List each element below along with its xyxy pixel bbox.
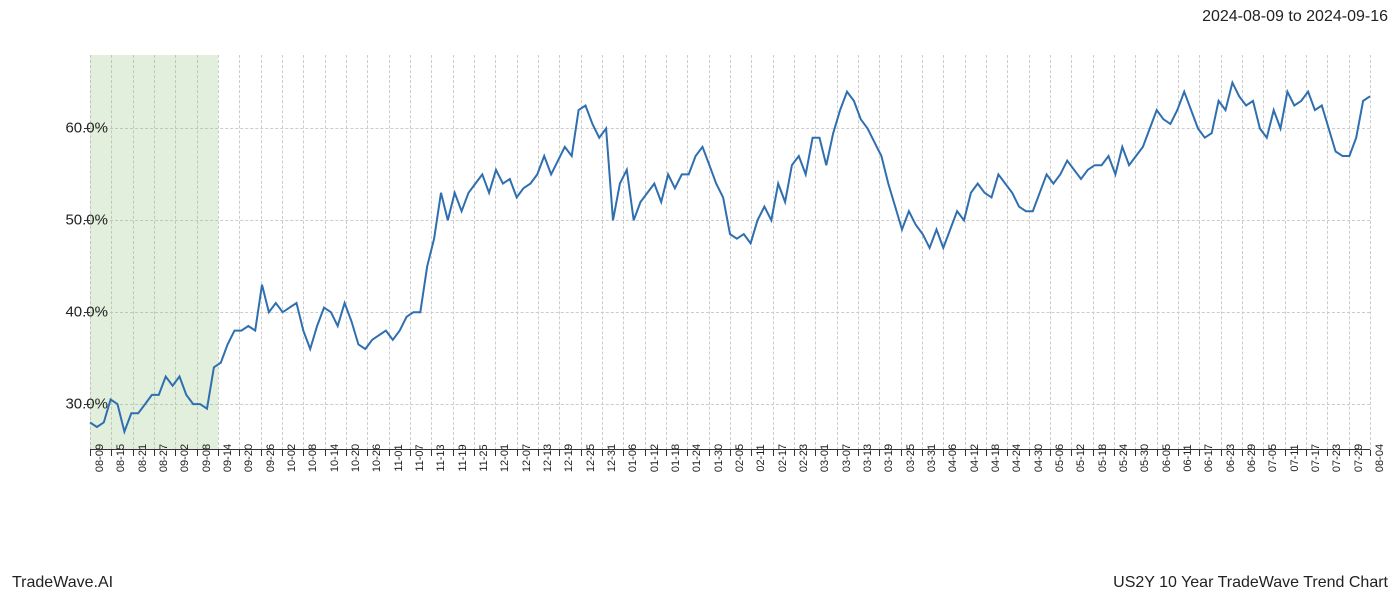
x-tick-label: 03-19 [883, 444, 895, 472]
x-tick-label: 07-17 [1310, 444, 1322, 472]
y-tick-label: 50.0% [48, 212, 108, 229]
x-tick-label: 08-04 [1374, 444, 1386, 472]
x-tick-label: 05-24 [1118, 444, 1130, 472]
x-tick-label: 07-11 [1289, 444, 1301, 471]
x-tick-label: 09-26 [265, 444, 277, 472]
x-tick-label: 06-05 [1161, 444, 1173, 472]
x-tick-label: 10-14 [329, 444, 341, 472]
x-tick-label: 08-27 [158, 444, 170, 472]
x-tick-label: 03-07 [841, 444, 853, 472]
x-tick-label: 08-21 [137, 444, 149, 472]
x-tick-label: 05-18 [1097, 444, 1109, 472]
x-tick-label: 11-07 [414, 444, 426, 471]
x-tick-label: 11-01 [393, 444, 405, 471]
x-tick-label: 12-07 [521, 444, 533, 472]
x-tick-label: 01-18 [670, 444, 682, 472]
x-tick-label: 12-25 [585, 444, 597, 472]
x-tick-label: 04-18 [990, 444, 1002, 472]
x-tick-label: 02-05 [734, 444, 746, 472]
x-tick-label: 08-09 [94, 444, 106, 472]
y-tick-label: 60.0% [48, 120, 108, 137]
x-tick-label: 03-13 [862, 444, 874, 472]
x-tick-label: 10-20 [350, 444, 362, 472]
x-tick-label: 04-24 [1011, 444, 1023, 472]
x-tick-label: 04-06 [947, 444, 959, 472]
x-tick-label: 01-12 [649, 444, 661, 472]
x-tick-label: 06-23 [1225, 444, 1237, 472]
y-tick-label: 30.0% [48, 396, 108, 413]
x-tick-label: 01-06 [627, 444, 639, 472]
x-tick-label: 10-02 [286, 444, 298, 472]
line-series [90, 55, 1370, 450]
x-tick-label: 11-13 [435, 444, 447, 471]
x-tick-label: 03-31 [926, 444, 938, 472]
x-tick-label: 01-30 [713, 444, 725, 472]
x-tick-label: 08-15 [115, 444, 127, 472]
x-tick-label: 09-02 [179, 444, 191, 472]
date-range-label: 2024-08-09 to 2024-09-16 [1202, 8, 1388, 26]
x-tick-label: 10-08 [307, 444, 319, 472]
x-tick-label: 07-29 [1353, 444, 1365, 472]
x-tick-label: 12-01 [499, 444, 511, 472]
x-tick-label: 02-23 [798, 444, 810, 472]
x-tick-label: 05-12 [1075, 444, 1087, 472]
x-tick-label: 10-26 [371, 444, 383, 472]
x-tick-label: 12-19 [563, 444, 575, 472]
x-tick-label: 03-01 [819, 444, 831, 472]
y-tick-label: 40.0% [48, 304, 108, 321]
brand-label: TradeWave.AI [12, 574, 113, 592]
chart-title: US2Y 10 Year TradeWave Trend Chart [1113, 574, 1388, 592]
x-tick-label: 11-25 [478, 444, 490, 471]
x-tick-label: 03-25 [905, 444, 917, 472]
x-tick-label: 12-13 [542, 444, 554, 472]
x-tick-label: 02-11 [755, 444, 767, 471]
x-tick-label: 06-11 [1182, 444, 1194, 471]
x-tick-label: 07-05 [1267, 444, 1279, 472]
x-tick-label: 05-30 [1139, 444, 1151, 472]
x-tick-label: 09-14 [222, 444, 234, 472]
x-tick-label: 07-23 [1331, 444, 1343, 472]
x-tick-label: 04-30 [1033, 444, 1045, 472]
x-tick-label: 09-08 [201, 444, 213, 472]
x-tick-label: 12-31 [606, 444, 618, 472]
x-tick-label: 02-17 [777, 444, 789, 472]
x-tick-label: 06-17 [1203, 444, 1215, 472]
x-tick-label: 01-24 [691, 444, 703, 472]
x-tick-label: 05-06 [1054, 444, 1066, 472]
x-tick-label: 11-19 [457, 444, 469, 471]
x-tick-label: 09-20 [243, 444, 255, 472]
x-tick-label: 06-29 [1246, 444, 1258, 472]
x-tick-label: 04-12 [969, 444, 981, 472]
